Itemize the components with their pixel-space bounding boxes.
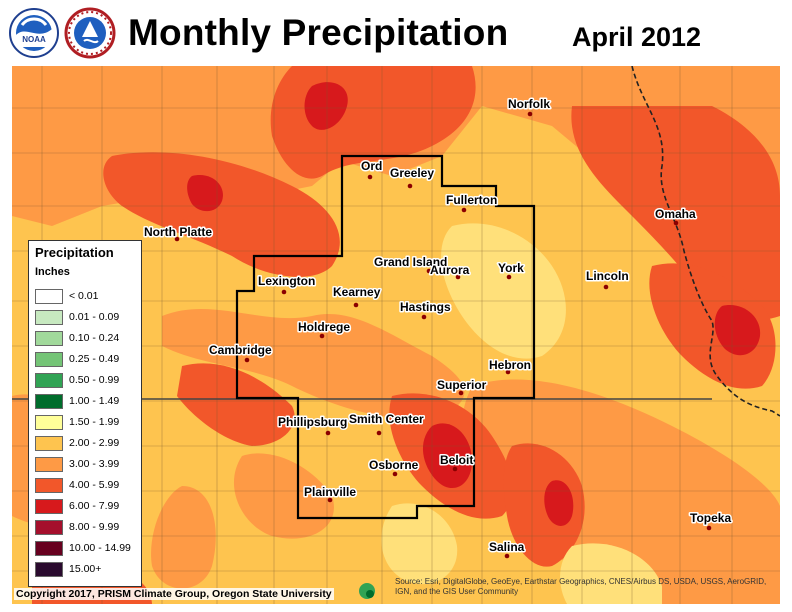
legend-label: 10.00 - 14.99 bbox=[69, 542, 131, 554]
city-fullerton: Fullerton bbox=[445, 192, 499, 213]
precip-zone-green bbox=[359, 583, 375, 599]
city-norfolk: Norfolk bbox=[507, 96, 552, 117]
svg-text:Ord: Ord bbox=[361, 159, 382, 173]
map-header: NOAA Monthly Precipitation April 2012 bbox=[0, 0, 792, 66]
legend-swatch bbox=[35, 562, 63, 577]
legend-label: 0.50 - 0.99 bbox=[69, 374, 120, 386]
city-topeka: Topeka bbox=[689, 510, 733, 531]
map-date: April 2012 bbox=[572, 22, 702, 52]
svg-text:North Platte: North Platte bbox=[144, 225, 212, 239]
city-kearney: Kearney bbox=[332, 284, 382, 308]
svg-text:Smith Center: Smith Center bbox=[349, 412, 424, 426]
city-beloit: Beloit bbox=[439, 452, 475, 472]
precipitation-map-svg: Norfolk Ord Greeley Fullerton North Plat… bbox=[12, 66, 780, 604]
svg-text:Kearney: Kearney bbox=[333, 285, 381, 299]
svg-text:Norfolk: Norfolk bbox=[508, 97, 550, 111]
legend-label: 6.00 - 7.99 bbox=[69, 500, 120, 512]
city-hastings: Hastings bbox=[399, 299, 453, 320]
city-plainville: Plainville bbox=[303, 484, 358, 503]
legend-swatch bbox=[35, 289, 63, 304]
legend-swatch bbox=[35, 499, 63, 514]
legend-title: Precipitation bbox=[35, 245, 114, 260]
precipitation-map: Norfolk Ord Greeley Fullerton North Plat… bbox=[12, 66, 780, 604]
legend-swatch bbox=[35, 541, 63, 556]
legend-swatch bbox=[35, 415, 63, 430]
legend-label: 15.00+ bbox=[69, 563, 102, 575]
svg-text:York: York bbox=[498, 261, 524, 275]
svg-text:Omaha: Omaha bbox=[655, 207, 696, 221]
city-phillipsburg: Phillipsburg bbox=[277, 414, 349, 436]
city-greeley: Greeley bbox=[389, 165, 436, 189]
city-smith-center: Smith Center bbox=[348, 411, 426, 436]
city-hebron: Hebron bbox=[488, 357, 533, 375]
legend-swatch bbox=[35, 394, 63, 409]
svg-text:Superior: Superior bbox=[437, 378, 487, 392]
legend-swatch bbox=[35, 436, 63, 451]
city-aurora: Aurora bbox=[429, 262, 471, 280]
legend-label: < 0.01 bbox=[69, 290, 99, 302]
legend-label: 0.10 - 0.24 bbox=[69, 332, 120, 344]
city-salina: Salina bbox=[488, 539, 526, 559]
svg-text:Lincoln: Lincoln bbox=[586, 269, 629, 283]
city-grand-island: Grand Island bbox=[373, 254, 449, 274]
legend-swatch bbox=[35, 310, 63, 325]
map-source-credit: Source: Esri, DigitalGlobe, GeoEye, Eart… bbox=[395, 577, 767, 596]
legend-label: 1.50 - 1.99 bbox=[69, 416, 120, 428]
precip-zone-6-8 bbox=[187, 82, 761, 526]
city-lincoln: Lincoln bbox=[585, 268, 630, 290]
city-omaha: Omaha bbox=[654, 206, 698, 226]
svg-text:Hastings: Hastings bbox=[400, 300, 451, 314]
legend-label: 4.00 - 5.99 bbox=[69, 479, 120, 491]
map-title: Monthly Precipitation bbox=[128, 12, 509, 53]
city-ord: Ord bbox=[360, 158, 384, 180]
legend-swatch bbox=[35, 478, 63, 493]
svg-text:Fullerton: Fullerton bbox=[446, 193, 497, 207]
legend-units: Inches bbox=[35, 266, 70, 278]
legend-label: 3.00 - 3.99 bbox=[69, 458, 120, 470]
city-cambridge: Cambridge bbox=[208, 342, 274, 363]
noaa-logo-text: NOAA bbox=[22, 35, 46, 44]
svg-text:Topeka: Topeka bbox=[690, 511, 731, 525]
svg-text:Hebron: Hebron bbox=[489, 358, 531, 372]
legend-swatch bbox=[35, 331, 63, 346]
svg-text:Lexington: Lexington bbox=[258, 274, 315, 288]
legend-label: 0.25 - 0.49 bbox=[69, 353, 120, 365]
legend-swatch bbox=[35, 520, 63, 535]
city-holdrege: Holdrege bbox=[297, 319, 352, 339]
missouri-river bbox=[631, 66, 780, 417]
svg-text:Beloit: Beloit bbox=[440, 453, 473, 467]
svg-text:Aurora: Aurora bbox=[430, 263, 470, 277]
legend-label: 0.01 - 0.09 bbox=[69, 311, 120, 323]
city-lexington: Lexington bbox=[257, 273, 317, 295]
noaa-logo: NOAA bbox=[8, 7, 60, 59]
svg-text:Cambridge: Cambridge bbox=[209, 343, 272, 357]
city-york: York bbox=[497, 260, 526, 280]
legend-swatch bbox=[35, 352, 63, 367]
legend-label: 2.00 - 2.99 bbox=[69, 437, 120, 449]
svg-text:Grand Island: Grand Island bbox=[374, 255, 447, 269]
legend-label: 8.00 - 9.99 bbox=[69, 521, 120, 533]
svg-text:Plainville: Plainville bbox=[304, 485, 356, 499]
city-markers: Norfolk Ord Greeley Fullerton North Plat… bbox=[143, 96, 733, 559]
svg-text:Salina: Salina bbox=[489, 540, 525, 554]
svg-text:Phillipsburg: Phillipsburg bbox=[278, 415, 347, 429]
city-osborne: Osborne bbox=[368, 457, 420, 477]
svg-text:Osborne: Osborne bbox=[369, 458, 419, 472]
svg-text:Greeley: Greeley bbox=[390, 166, 434, 180]
nws-logo bbox=[64, 7, 116, 59]
svg-text:Holdrege: Holdrege bbox=[298, 320, 350, 334]
forecast-area-boundary bbox=[235, 154, 536, 520]
legend-swatch bbox=[35, 457, 63, 472]
copyright-notice: Copyright 2017, PRISM Climate Group, Ore… bbox=[14, 588, 334, 600]
city-north-platte: North Platte bbox=[143, 224, 214, 242]
precipitation-legend: Precipitation Inches < 0.01 0.01 - 0.09 0.… bbox=[28, 240, 142, 587]
legend-label: 1.00 - 1.49 bbox=[69, 395, 120, 407]
legend-swatch bbox=[35, 373, 63, 388]
city-superior: Superior bbox=[436, 377, 488, 396]
